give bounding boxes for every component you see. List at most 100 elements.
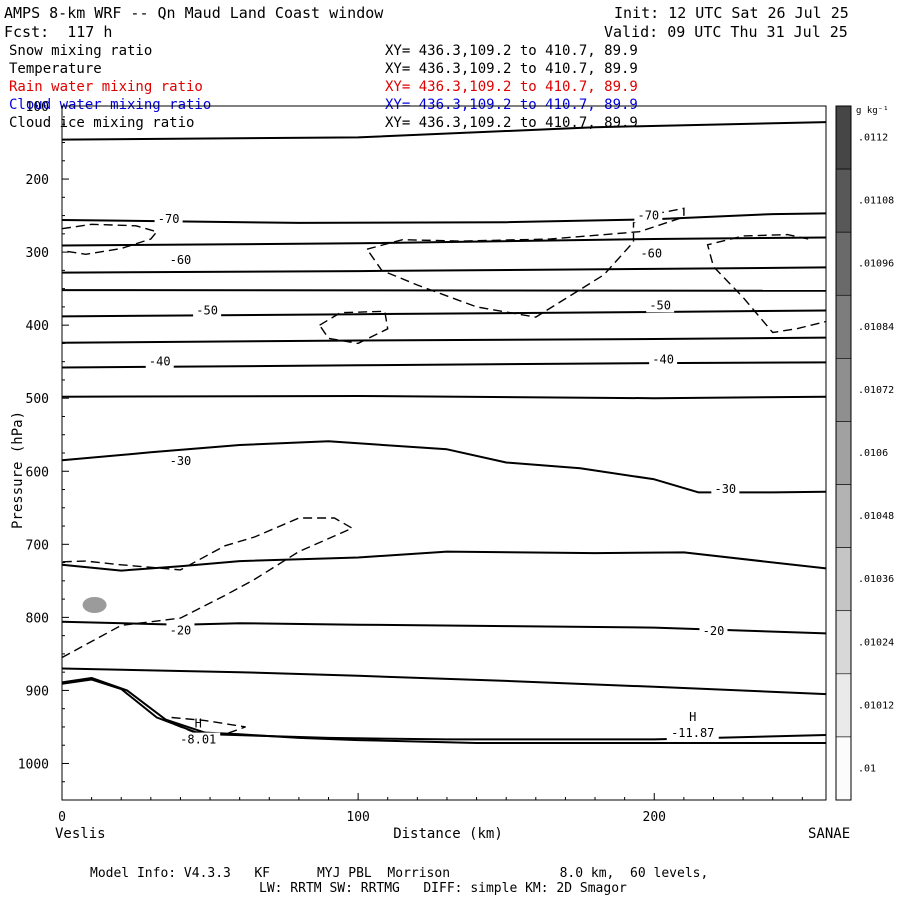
right-endpoint-label: SANAE (808, 826, 850, 842)
x-axis-label: Distance (km) (393, 826, 503, 842)
colorbar-band (835, 610, 852, 675)
y-tick-label: 200 (26, 173, 49, 188)
high-value-bg (176, 732, 221, 747)
isotherm-label-bg (646, 297, 675, 313)
isotherm (61, 266, 827, 274)
colorbar-band (835, 105, 852, 170)
colorbar-label: .01012 (858, 700, 894, 711)
y-tick-label: 300 (26, 246, 49, 261)
plot-border (61, 105, 827, 801)
model-physics: LW: RRTM SW: RRTMG DIFF: simple KM: 2D S… (259, 881, 627, 896)
y-tick-label: 800 (26, 611, 49, 626)
isotherm-label: -20 (703, 624, 725, 638)
colorbar-band (835, 358, 852, 422)
isotherm-label: -50 (649, 298, 671, 312)
y-tick-label: 900 (26, 684, 49, 699)
isotherm-label-bg (649, 351, 678, 367)
colorbar-label: .01084 (858, 322, 894, 333)
isotherm (61, 395, 827, 400)
colorbar-band (835, 484, 852, 548)
isotherm (61, 121, 827, 141)
isotherm-label: -60 (170, 253, 192, 267)
isotherm (61, 336, 827, 344)
isotherm-label: -70 (637, 209, 659, 223)
isotherm-label-bg (711, 480, 740, 496)
field-xy: XY= 436.3,109.2 to 410.7, 89.9 (385, 79, 638, 95)
colorbar: .0112 .01108 .01096 .01084 .01072 .0106 .01048… (835, 105, 894, 801)
isotherm (61, 550, 827, 572)
x-tick-label: 100 (346, 810, 369, 825)
isotherm-label: -20 (170, 624, 192, 638)
snow-contour (61, 223, 159, 256)
isotherm-label-bg (637, 245, 666, 261)
isotherm-label-bg (166, 622, 195, 638)
isotherm-label-bg (699, 623, 728, 639)
chart-title: AMPS 8-km WRF -- Qn Maud Land Coast wind… (4, 4, 384, 22)
colorbar-band (835, 736, 852, 801)
colorbar-label: .01024 (858, 637, 894, 648)
plot-frame (61, 105, 827, 801)
y-axis-label: Pressure (hPa) (10, 411, 26, 529)
isotherm (61, 361, 827, 369)
isotherm-label-bg (145, 353, 174, 369)
field-label: Cloud ice mixing ratio (9, 115, 195, 131)
shaded-area (82, 596, 107, 613)
isotherm-label: -30 (714, 482, 736, 496)
valid-time: Valid: 09 UTC Thu 31 Jul 25 (604, 23, 848, 41)
isotherm-label-bg (193, 302, 222, 318)
x-tick-label: 0 (58, 810, 66, 825)
isotherm (61, 289, 827, 292)
snow-contour (706, 233, 827, 334)
colorbar-label: .01036 (858, 574, 894, 585)
isotherm-label-bg (166, 252, 195, 268)
snow-contour (366, 207, 685, 318)
colorbar-label: .01 (858, 763, 876, 774)
field-label: Rain water mixing ratio (9, 79, 203, 95)
isotherm-label: -60 (640, 247, 662, 261)
left-endpoint-label: Veslis (55, 826, 106, 842)
shaded-cell (82, 596, 107, 613)
colorbar-band (835, 294, 852, 359)
high-value-bg (666, 726, 719, 741)
field-xy: XY= 436.3,109.2 to 410.7, 89.9 (385, 97, 638, 113)
y-tick-label: 700 (26, 538, 49, 553)
field-label: Temperature (9, 61, 102, 77)
high-value: -11.87 (671, 726, 714, 740)
colorbar-label: .01108 (858, 196, 894, 207)
colorbar-unit: g kg⁻¹ (856, 106, 889, 116)
model-info: Model Info: V4.3.3 KF MYJ PBL Morrison 8… (90, 866, 709, 881)
colorbar-band (835, 547, 852, 612)
field-xy: XY= 436.3,109.2 to 410.7, 89.9 (385, 61, 638, 77)
isotherm-label: -50 (196, 304, 218, 318)
y-tick-label: 500 (26, 392, 49, 407)
field-label: Snow mixing ratio (9, 43, 153, 59)
high-value: -8.01 (180, 733, 216, 747)
y-tick-label: 1000 (18, 757, 49, 772)
isotherm (61, 309, 827, 318)
y-tick-label: 400 (26, 319, 49, 334)
colorbar-label: .0106 (858, 448, 888, 459)
isotherm-label: -70 (158, 212, 180, 226)
colorbar-label: .01072 (858, 385, 894, 396)
y-tick-label: 100 (26, 100, 49, 115)
forecast-hour: Fcst: 117 h (4, 23, 113, 41)
isotherm-label: -40 (149, 355, 171, 369)
colorbar-label: .01096 (858, 259, 894, 270)
axis-ticks: 100 200 300 400 500 600 700 800 900 1000 0 100 200 (18, 100, 803, 825)
y-tick-label: 600 (26, 465, 49, 480)
snow-contour (61, 517, 354, 659)
high-marker: H (689, 710, 696, 724)
colorbar-band (835, 673, 852, 738)
isotherm (61, 667, 827, 696)
isotherm-label: -40 (652, 352, 674, 366)
isotherm-label: -30 (170, 454, 192, 468)
isotherm (61, 236, 827, 247)
temperature-isotherms (61, 121, 827, 744)
colorbar-band (835, 168, 852, 233)
init-time: Init: 12 UTC Sat 26 Jul 25 (614, 4, 849, 22)
high-marker: H (195, 717, 202, 731)
isotherm-label-bg (154, 211, 183, 227)
colorbar-label: .01048 (858, 511, 894, 522)
snow-contours (61, 207, 827, 736)
field-label: Cloud water mixing ratio (9, 97, 212, 113)
